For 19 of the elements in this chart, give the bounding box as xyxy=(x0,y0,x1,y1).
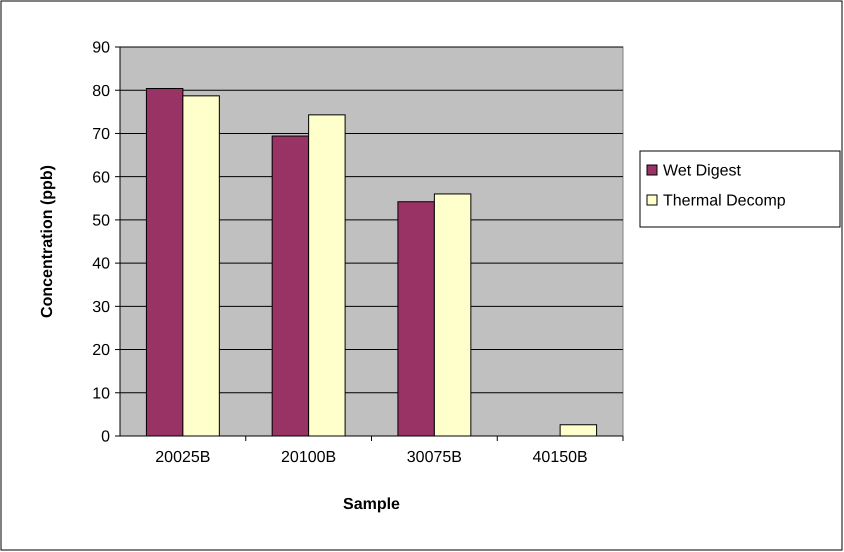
legend-label: Thermal Decomp xyxy=(663,192,786,210)
y-tick-label: 40 xyxy=(92,256,110,273)
x-tick-label: 20100B xyxy=(281,449,336,466)
y-tick-label: 0 xyxy=(101,428,110,446)
x-tick-label: 40150B xyxy=(532,449,588,466)
x-tick-label: 20025B xyxy=(155,449,210,466)
y-tick-label: 50 xyxy=(92,212,110,230)
y-tick-label: 20 xyxy=(92,342,110,360)
x-tick-label: 30075B xyxy=(406,449,462,466)
y-tick-label: 30 xyxy=(92,298,110,316)
y-tick-label: 80 xyxy=(92,82,110,100)
bar xyxy=(560,424,598,436)
y-tick-label: 60 xyxy=(92,169,110,186)
y-tick-label: 10 xyxy=(92,385,110,402)
y-tick-label: 90 xyxy=(92,40,110,57)
y-tick-label: 70 xyxy=(92,126,110,144)
legend-label: Wet Digest xyxy=(663,162,742,180)
y-axis-title: Concentration (ppb) xyxy=(39,165,56,318)
x-axis-title: Sample xyxy=(343,496,400,513)
